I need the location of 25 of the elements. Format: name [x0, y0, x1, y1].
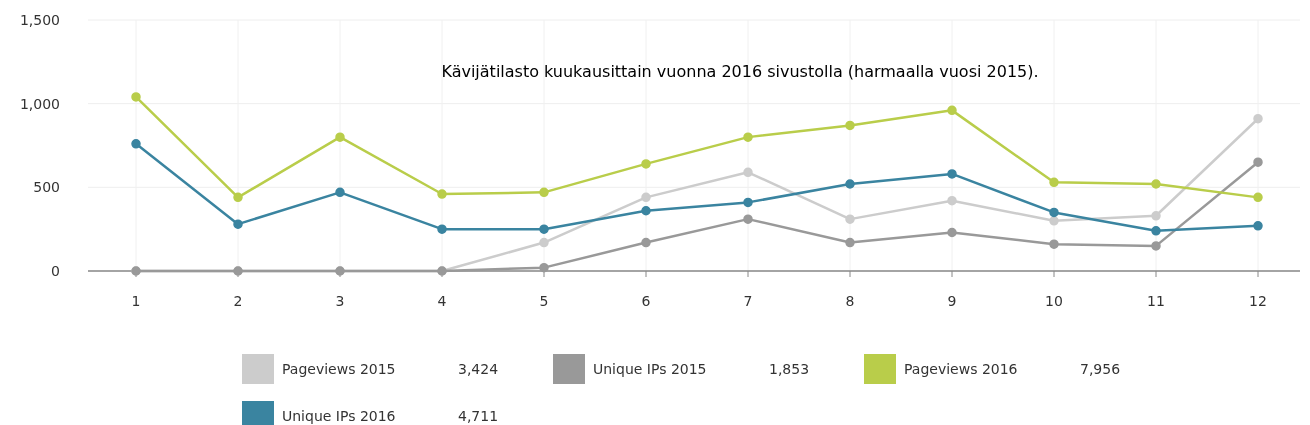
x-tick-label: 6: [641, 293, 651, 309]
y-tick-label: 500: [33, 179, 60, 196]
legend-label: Pageviews 2015: [282, 360, 396, 377]
x-tick-label: 5: [539, 293, 549, 309]
x-tick-label: 1: [131, 293, 141, 309]
text: 4,711: [458, 407, 499, 424]
x-tick-label: 8: [845, 293, 855, 309]
text: Kävijätilasto kuukausittain vuonna 2016 sivustolla (harmaalla vuosi 2015).: [441, 62, 1039, 81]
x-tick-label: 4: [437, 293, 447, 309]
x-tick-label: 3: [335, 293, 345, 309]
legend-label: Pageviews 2016: [904, 360, 1018, 377]
x-tick-label: 9: [947, 293, 957, 309]
x-tick-label: 7: [743, 293, 753, 309]
y-tick-label: 1,000: [19, 95, 60, 112]
text: 1,853: [769, 360, 810, 377]
y-tick-label: 1,500: [19, 11, 60, 28]
legend-label: Unique IPs 2015: [593, 360, 707, 377]
x-tick-label: 12: [1249, 293, 1267, 309]
x-tick-label: 11: [1147, 293, 1165, 309]
y-tick-label: 0: [51, 262, 60, 279]
text: 7,956: [1080, 360, 1121, 377]
legend-label: Unique IPs 2016: [282, 407, 396, 424]
x-tick-label: 2: [233, 293, 243, 309]
x-tick-label: 10: [1045, 293, 1063, 309]
text: 3,424: [458, 360, 499, 377]
